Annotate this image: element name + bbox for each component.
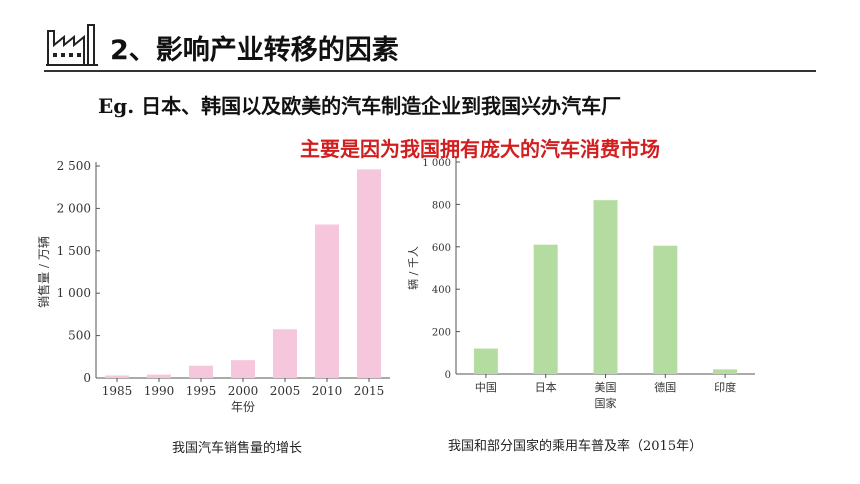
ownership-bar — [473, 348, 498, 374]
ownership-y-tick-label: 200 — [432, 328, 451, 339]
sales-y-tick-label: 2 500 — [57, 159, 91, 173]
sales-y-tick-label: 1 000 — [57, 286, 91, 300]
ownership-x-tick-label: 德国 — [654, 380, 676, 394]
ownership-bar — [593, 200, 618, 374]
ownership-x-tick-label: 中国 — [475, 381, 497, 394]
ownership-y-tick-label: 0 — [445, 370, 451, 381]
sales-x-tick-label: 2010 — [312, 384, 343, 398]
sales-bar — [315, 224, 339, 378]
ownership-x-tick-label: 美国 — [595, 381, 617, 394]
ownership-x-axis-label: 国家 — [595, 396, 617, 410]
sales-x-axis-label: 年份 — [231, 400, 255, 414]
page-title: 2、影响产业转移的因素 — [110, 35, 399, 66]
ownership-x-tick-label: 印度 — [714, 380, 736, 394]
sales-x-tick-label: 1995 — [186, 384, 217, 398]
sales-y-tick-label: 2 000 — [57, 201, 91, 215]
sales-x-tick-label: 1990 — [144, 384, 175, 398]
ownership-y-tick-label: 1 000 — [422, 158, 451, 169]
ownership-y-axis-label: 辆 / 千人 — [406, 246, 420, 290]
ownership-bar — [713, 369, 738, 374]
left-chart-caption: 我国汽车销售量的增长 — [172, 441, 303, 456]
sales-bar — [105, 375, 129, 378]
ownership-y-tick-label: 600 — [432, 243, 451, 254]
ownership-y-tick-label: 400 — [432, 285, 451, 296]
sales-bar — [357, 169, 381, 378]
sales-y-axis-label: 销售量 / 万辆 — [36, 236, 51, 308]
title-divider — [44, 70, 816, 72]
ownership-x-tick-label: 日本 — [535, 380, 557, 394]
ownership-y-tick-label: 800 — [432, 200, 451, 211]
sales-y-tick-label: 0 — [83, 371, 91, 385]
highlight-text: 主要是因为我国拥有庞大的汽车消费市场 — [300, 137, 660, 161]
sales-x-tick-label: 2005 — [270, 384, 301, 398]
sales-bar — [189, 365, 213, 378]
sales-x-tick-label: 2000 — [228, 384, 259, 398]
sales-bar-chart: 0 500 1 000 1 500 2 000 2 500 1985 1990 1995 2000… — [36, 159, 390, 414]
sales-bar — [231, 360, 255, 378]
sales-x-tick-label: 2015 — [354, 384, 385, 398]
sales-y-tick-label: 1 500 — [57, 244, 91, 258]
sales-bar — [147, 374, 171, 378]
sales-y-tick-label: 500 — [68, 329, 91, 343]
sales-bar — [273, 329, 297, 378]
factory-icon — [46, 24, 98, 66]
ownership-bar — [533, 244, 558, 374]
sales-x-tick-label: 1985 — [102, 384, 133, 398]
right-chart-caption: 我国和部分国家的乘用车普及率（2015年） — [448, 439, 703, 454]
ownership-bar — [653, 245, 678, 374]
example-text: Eg. 日本、韩国以及欧美的汽车制造企业到我国兴办汽车厂 — [98, 94, 622, 118]
